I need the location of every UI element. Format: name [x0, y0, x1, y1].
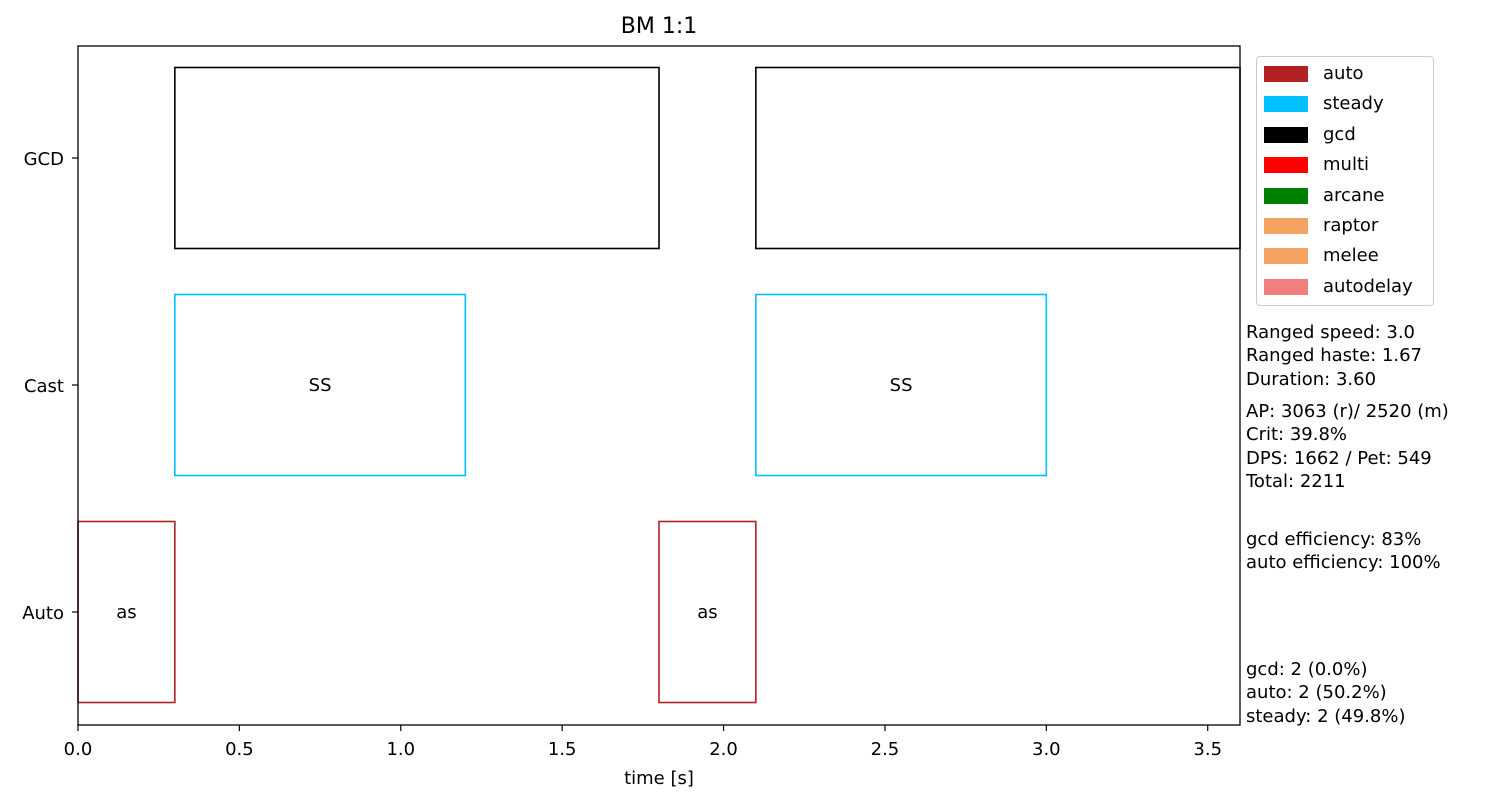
legend-item-gcd: gcd	[1264, 123, 1356, 145]
legend-item-multi: multi	[1264, 155, 1369, 175]
bar-steady-2	[174, 293, 467, 477]
x-axis: 0.0 0.5 1.0 1.5 2.0 2.5 3.0 3.5	[64, 725, 1222, 760]
bar-gcd-1	[755, 66, 1241, 250]
crit-text: Crit: 39.8%	[1246, 424, 1347, 446]
legend-item-raptor: raptor	[1264, 216, 1378, 236]
legend-label: autodelay	[1323, 275, 1413, 297]
gcd-efficiency-text: gcd efficiency: 83%	[1246, 529, 1422, 550]
x-tick-label: 3.0	[1032, 739, 1061, 760]
damage-stats: AP: 3063 (r)/ 2520 (m) Crit: 39.8% DPS: …	[1246, 400, 1449, 494]
x-axis-label: time [s]	[624, 768, 694, 789]
ranged-haste-text: Ranged haste: 1.67	[1246, 345, 1423, 367]
legend-label: arcane	[1323, 184, 1385, 206]
legend-label: raptor	[1323, 215, 1379, 236]
x-tick-label: 2.5	[871, 739, 900, 760]
total-text: Total: 2211	[1246, 471, 1346, 493]
legend-label: auto	[1323, 63, 1364, 84]
steady-count-text: steady: 2 (49.8%)	[1246, 705, 1406, 727]
legend-label: melee	[1323, 245, 1379, 267]
auto-efficiency-text: auto efficiency: 100%	[1246, 552, 1441, 574]
bar-label-3: SS	[890, 375, 913, 396]
count-stats: gcd: 2 (0.0%) auto: 2 (50.2%) steady: 2 …	[1246, 658, 1406, 728]
legend-swatch	[1264, 218, 1308, 234]
auto-count-text: auto: 2 (50.2%)	[1246, 682, 1387, 704]
legend-item-auto: auto	[1264, 64, 1364, 84]
legend-swatch	[1264, 96, 1308, 113]
y-tick-label: GCD	[24, 149, 64, 170]
legend: auto steady gcd multi arcane raptor melee autod…	[1256, 56, 1434, 306]
legend-swatch	[1264, 187, 1308, 204]
y-tick-label: Cast	[24, 376, 64, 397]
bar-gcd-0	[174, 66, 660, 250]
x-tick-label: 0.5	[225, 739, 254, 760]
legend-item-arcane: arcane	[1264, 184, 1385, 206]
legend-label: multi	[1323, 154, 1370, 176]
chart-title: BM 1:1	[621, 14, 697, 39]
legend-swatch	[1264, 66, 1308, 82]
y-tick-label: Auto	[22, 603, 64, 624]
duration-text: Duration: 3.60	[1246, 368, 1377, 390]
ap-text: AP: 3063 (r)/ 2520 (m)	[1246, 401, 1449, 422]
bar-auto-5	[658, 520, 757, 704]
legend-label: gcd	[1323, 123, 1356, 145]
x-tick-label: 2.0	[709, 739, 738, 760]
legend-label: steady	[1323, 93, 1384, 115]
legend-item-steady: steady	[1264, 94, 1384, 114]
dps-text: DPS: 1662 / Pet: 549	[1246, 447, 1432, 469]
bar-label-4: as	[116, 602, 136, 623]
legend-item-melee: melee	[1264, 246, 1379, 266]
legend-swatch	[1264, 126, 1308, 143]
legend-swatch	[1264, 248, 1308, 265]
bars-layer: SS SS as as	[77, 66, 1241, 704]
x-tick-label: 1.5	[548, 739, 577, 760]
bar-label-2: SS	[309, 375, 332, 396]
ranged-speed-text: Ranged speed: 3.0	[1246, 322, 1415, 343]
gcd-count-text: gcd: 2 (0.0%)	[1246, 659, 1368, 680]
x-tick-label: 0.0	[64, 739, 93, 760]
bar-label-5: as	[697, 602, 717, 623]
legend-item-autodelay: autodelay	[1264, 275, 1413, 297]
x-tick-label: 1.0	[386, 739, 415, 760]
x-tick-label: 3.5	[1193, 739, 1222, 760]
timing-stats: Ranged speed: 3.0 Ranged haste: 1.67 Dur…	[1246, 321, 1422, 391]
legend-swatch	[1264, 157, 1308, 174]
legend-swatch	[1264, 278, 1308, 295]
bar-steady-3	[755, 293, 1048, 477]
y-axis: GCD Cast Auto	[22, 149, 78, 624]
efficiency-stats: gcd efficiency: 83% auto efficiency: 100…	[1246, 528, 1441, 575]
